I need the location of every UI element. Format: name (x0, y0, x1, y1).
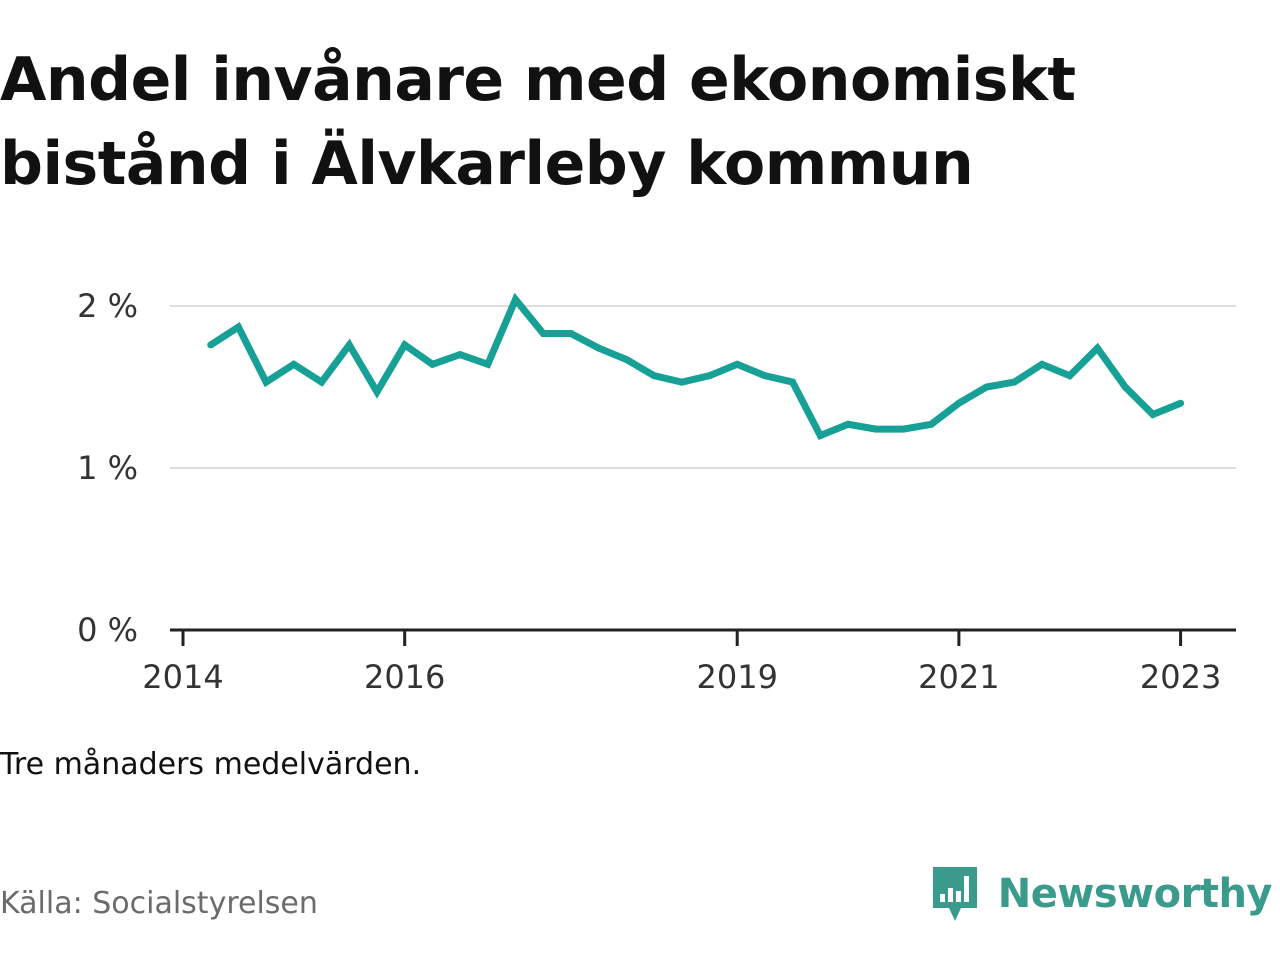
x-tick-label: 2016 (364, 658, 445, 696)
data-point (484, 360, 492, 368)
data-point (595, 344, 603, 352)
data-point (733, 360, 741, 368)
data-point (1066, 372, 1074, 380)
y-tick-label: 2 % (77, 287, 138, 325)
data-point (428, 360, 436, 368)
data-point (1121, 383, 1129, 391)
data-point (1177, 399, 1185, 407)
data-point (512, 296, 520, 304)
data-point (955, 399, 963, 407)
data-point (567, 330, 575, 338)
x-tick-label: 2019 (696, 658, 777, 696)
newsworthy-brand: Newsworthy (930, 862, 1273, 926)
chart-note: Tre månaders medelvärden. (0, 747, 422, 782)
data-point (373, 388, 381, 396)
data-point (872, 425, 880, 433)
chart-title: Andel invånare med ekonomiskt bistånd i … (0, 45, 1076, 199)
data-point (622, 355, 630, 363)
data-point (539, 330, 547, 338)
data-point (290, 360, 298, 368)
data-point (1010, 378, 1018, 386)
data-point (761, 372, 769, 380)
data-point (899, 425, 907, 433)
data-point (844, 420, 852, 428)
data-point (1149, 411, 1157, 419)
brand-name: Newsworthy (997, 871, 1273, 917)
data-point (927, 420, 935, 428)
line-chart: 0 % 1 % 2 % 2014 2016 2019 2021 2023 (77, 287, 1236, 696)
data-point (1038, 360, 1046, 368)
source-credit: Källa: Socialstyrelsen (0, 886, 318, 921)
data-point (207, 341, 215, 349)
data-point (1093, 344, 1101, 352)
data-point (318, 378, 326, 386)
y-tick-label: 0 % (77, 611, 138, 649)
series-line (208, 292, 1182, 441)
data-point (401, 341, 409, 349)
newsworthy-bar-chart-icon (932, 867, 977, 921)
x-tick-label: 2021 (918, 658, 999, 696)
data-point (789, 378, 797, 386)
data-point (706, 372, 713, 380)
data-point (234, 323, 242, 331)
x-tick-label: 2023 (1140, 658, 1221, 696)
data-point (816, 432, 824, 440)
data-point (983, 383, 991, 391)
data-point (456, 351, 464, 359)
y-tick-label: 1 % (77, 449, 138, 487)
data-point (345, 341, 353, 349)
x-tick-label: 2014 (142, 658, 223, 696)
data-point (678, 378, 686, 386)
data-point (650, 372, 658, 380)
data-point (262, 378, 270, 386)
